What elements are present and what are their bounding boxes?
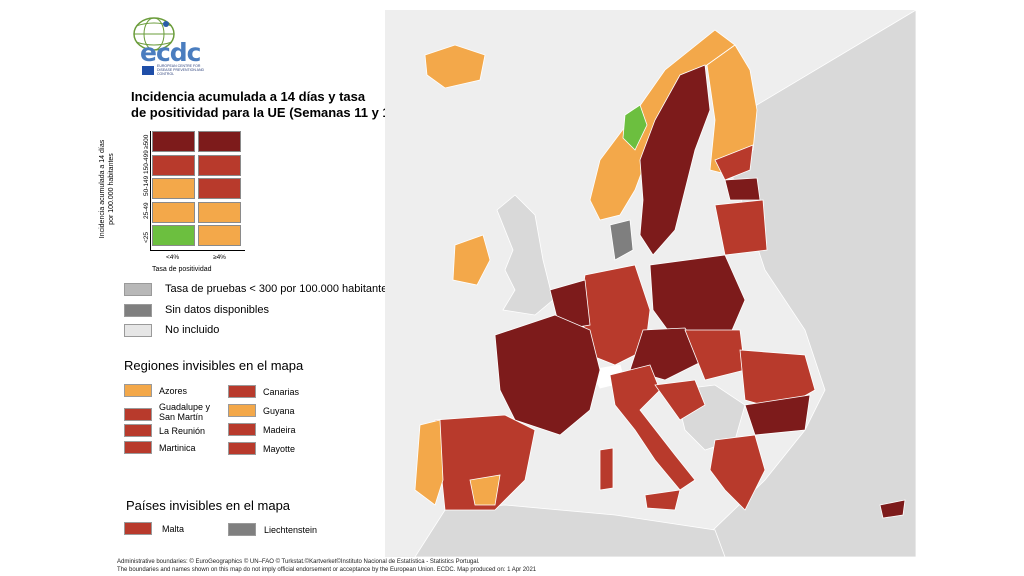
map-country-iceland <box>424 44 486 89</box>
map-country-italy <box>609 364 696 491</box>
map-title-line2: de positividad para la UE (Semanas 11 y … <box>131 105 402 120</box>
matrix-cell <box>198 225 241 246</box>
matrix-cell <box>152 178 195 199</box>
region-swatch <box>124 384 152 397</box>
map-region-finland-south <box>714 144 754 181</box>
map-country-denmark <box>609 219 634 261</box>
map-country-croatia <box>654 379 706 421</box>
map-land-uk <box>496 194 554 316</box>
region-item: Madeira <box>228 423 296 436</box>
region-item: Canarias <box>228 385 299 398</box>
legend-swatch <box>124 282 152 296</box>
legend-label: Tasa de pruebas < 300 por 100.000 habita… <box>165 283 393 295</box>
map-island-sardinia <box>599 447 614 491</box>
matrix-x-tick: <4% <box>166 254 180 261</box>
region-swatch <box>228 404 256 417</box>
region-swatch <box>228 423 256 436</box>
matrix-cell <box>198 131 241 152</box>
map-region-norway-green <box>622 104 648 151</box>
map-footer: Administrative boundaries: © EuroGeograp… <box>117 558 536 574</box>
ecdc-logo <box>126 12 208 80</box>
matrix-y-axis <box>150 131 151 250</box>
country-item: Liechtenstein <box>228 523 317 536</box>
region-item: La Reunión <box>124 424 205 437</box>
footer-line1: Administrative boundaries: © EuroGeograp… <box>117 559 480 565</box>
map-title: Incidencia acumulada a 14 días y tasa de… <box>131 89 401 121</box>
incidence-positivity-matrix <box>152 131 243 248</box>
legend-item-low-testing: Tasa de pruebas < 300 por 100.000 habita… <box>124 282 393 296</box>
map-country-poland <box>649 254 746 341</box>
region-label: Canarias <box>263 386 300 397</box>
map-country-cyprus <box>879 499 906 519</box>
region-label: Mayotte <box>263 443 296 454</box>
region-item: Azores <box>124 384 187 397</box>
region-swatch <box>124 441 152 454</box>
legend-swatch <box>124 323 152 337</box>
countries-heading: Países invisibles en el mapa <box>126 498 291 513</box>
region-item: Guadalupe y San Martín <box>124 402 217 422</box>
map-country-portugal <box>414 419 444 506</box>
matrix-y-tick: <25 <box>143 231 150 243</box>
map-title-line1: Incidencia acumulada a 14 días y tasa <box>131 89 366 104</box>
europe-map-svg <box>414 10 916 557</box>
region-label: Madeira <box>263 424 296 435</box>
region-swatch <box>228 385 256 398</box>
legend-item-not-included: No incluido <box>124 323 219 337</box>
matrix-y-tick: 25-49 <box>143 202 150 219</box>
matrix-x-tick: ≥4% <box>213 254 226 261</box>
map-country-sweden <box>639 64 711 256</box>
ecdc-logo-name: ecdc <box>140 38 201 67</box>
country-label: Malta <box>162 523 185 534</box>
country-item: Malta <box>124 522 184 535</box>
map-country-finland <box>706 44 758 176</box>
region-label: Guyana <box>263 405 295 416</box>
ecdc-logo-subtitle: EUROPEAN CENTRE FOR DISEASE PREVENTION A… <box>157 64 205 76</box>
matrix-cell <box>152 131 195 152</box>
matrix-cell <box>198 201 241 223</box>
region-label: Martinica <box>159 442 196 453</box>
legend-label: Sin datos disponibles <box>165 304 269 316</box>
map-island-sicily <box>644 489 681 511</box>
country-label: Liechtenstein <box>264 524 318 535</box>
legend-label: No incluido <box>165 324 220 336</box>
map-country-estonia <box>724 177 761 201</box>
country-swatch <box>124 522 152 535</box>
region-swatch <box>124 424 152 437</box>
region-item: Mayotte <box>228 442 295 455</box>
map-country-bulgaria <box>744 394 811 436</box>
matrix-cell <box>198 178 241 199</box>
region-label: Azores <box>159 385 188 396</box>
regions-heading: Regiones invisibles en el mapa <box>124 358 304 373</box>
matrix-y-tick: 50-149 <box>143 175 150 196</box>
legend-item-no-data: Sin datos disponibles <box>124 303 269 317</box>
map-land-north-africa <box>414 504 726 557</box>
country-swatch <box>228 523 256 536</box>
footer-line2: The boundaries and names shown on this m… <box>117 567 537 573</box>
legend-swatch <box>124 303 152 317</box>
map-region-spain-south <box>469 474 501 506</box>
eu-flag-icon <box>142 66 154 75</box>
matrix-y-tick: 150-499 <box>143 150 150 174</box>
matrix-cell <box>152 154 195 176</box>
region-swatch <box>124 407 152 421</box>
map-country-greece <box>709 434 766 511</box>
region-swatch <box>228 442 256 455</box>
matrix-y-tick: ≥500 <box>143 134 150 149</box>
map-country-latvia-lithuania <box>714 199 768 256</box>
europe-map <box>385 10 916 557</box>
matrix-x-axis <box>150 250 245 251</box>
matrix-cell <box>152 201 195 223</box>
region-item: Guyana <box>228 404 295 417</box>
region-label: Guadalupe y San Martín <box>159 402 211 422</box>
region-label: La Reunión <box>159 425 206 436</box>
region-item: Martinica <box>124 441 196 454</box>
map-country-ireland <box>452 234 491 286</box>
map-country-france <box>494 314 601 436</box>
matrix-y-label: Incidencia acumulada a 14 días por 100.0… <box>99 139 115 239</box>
matrix-x-label: Tasa de positividad <box>152 266 212 273</box>
matrix-cell <box>198 154 241 176</box>
matrix-cell <box>152 225 195 246</box>
